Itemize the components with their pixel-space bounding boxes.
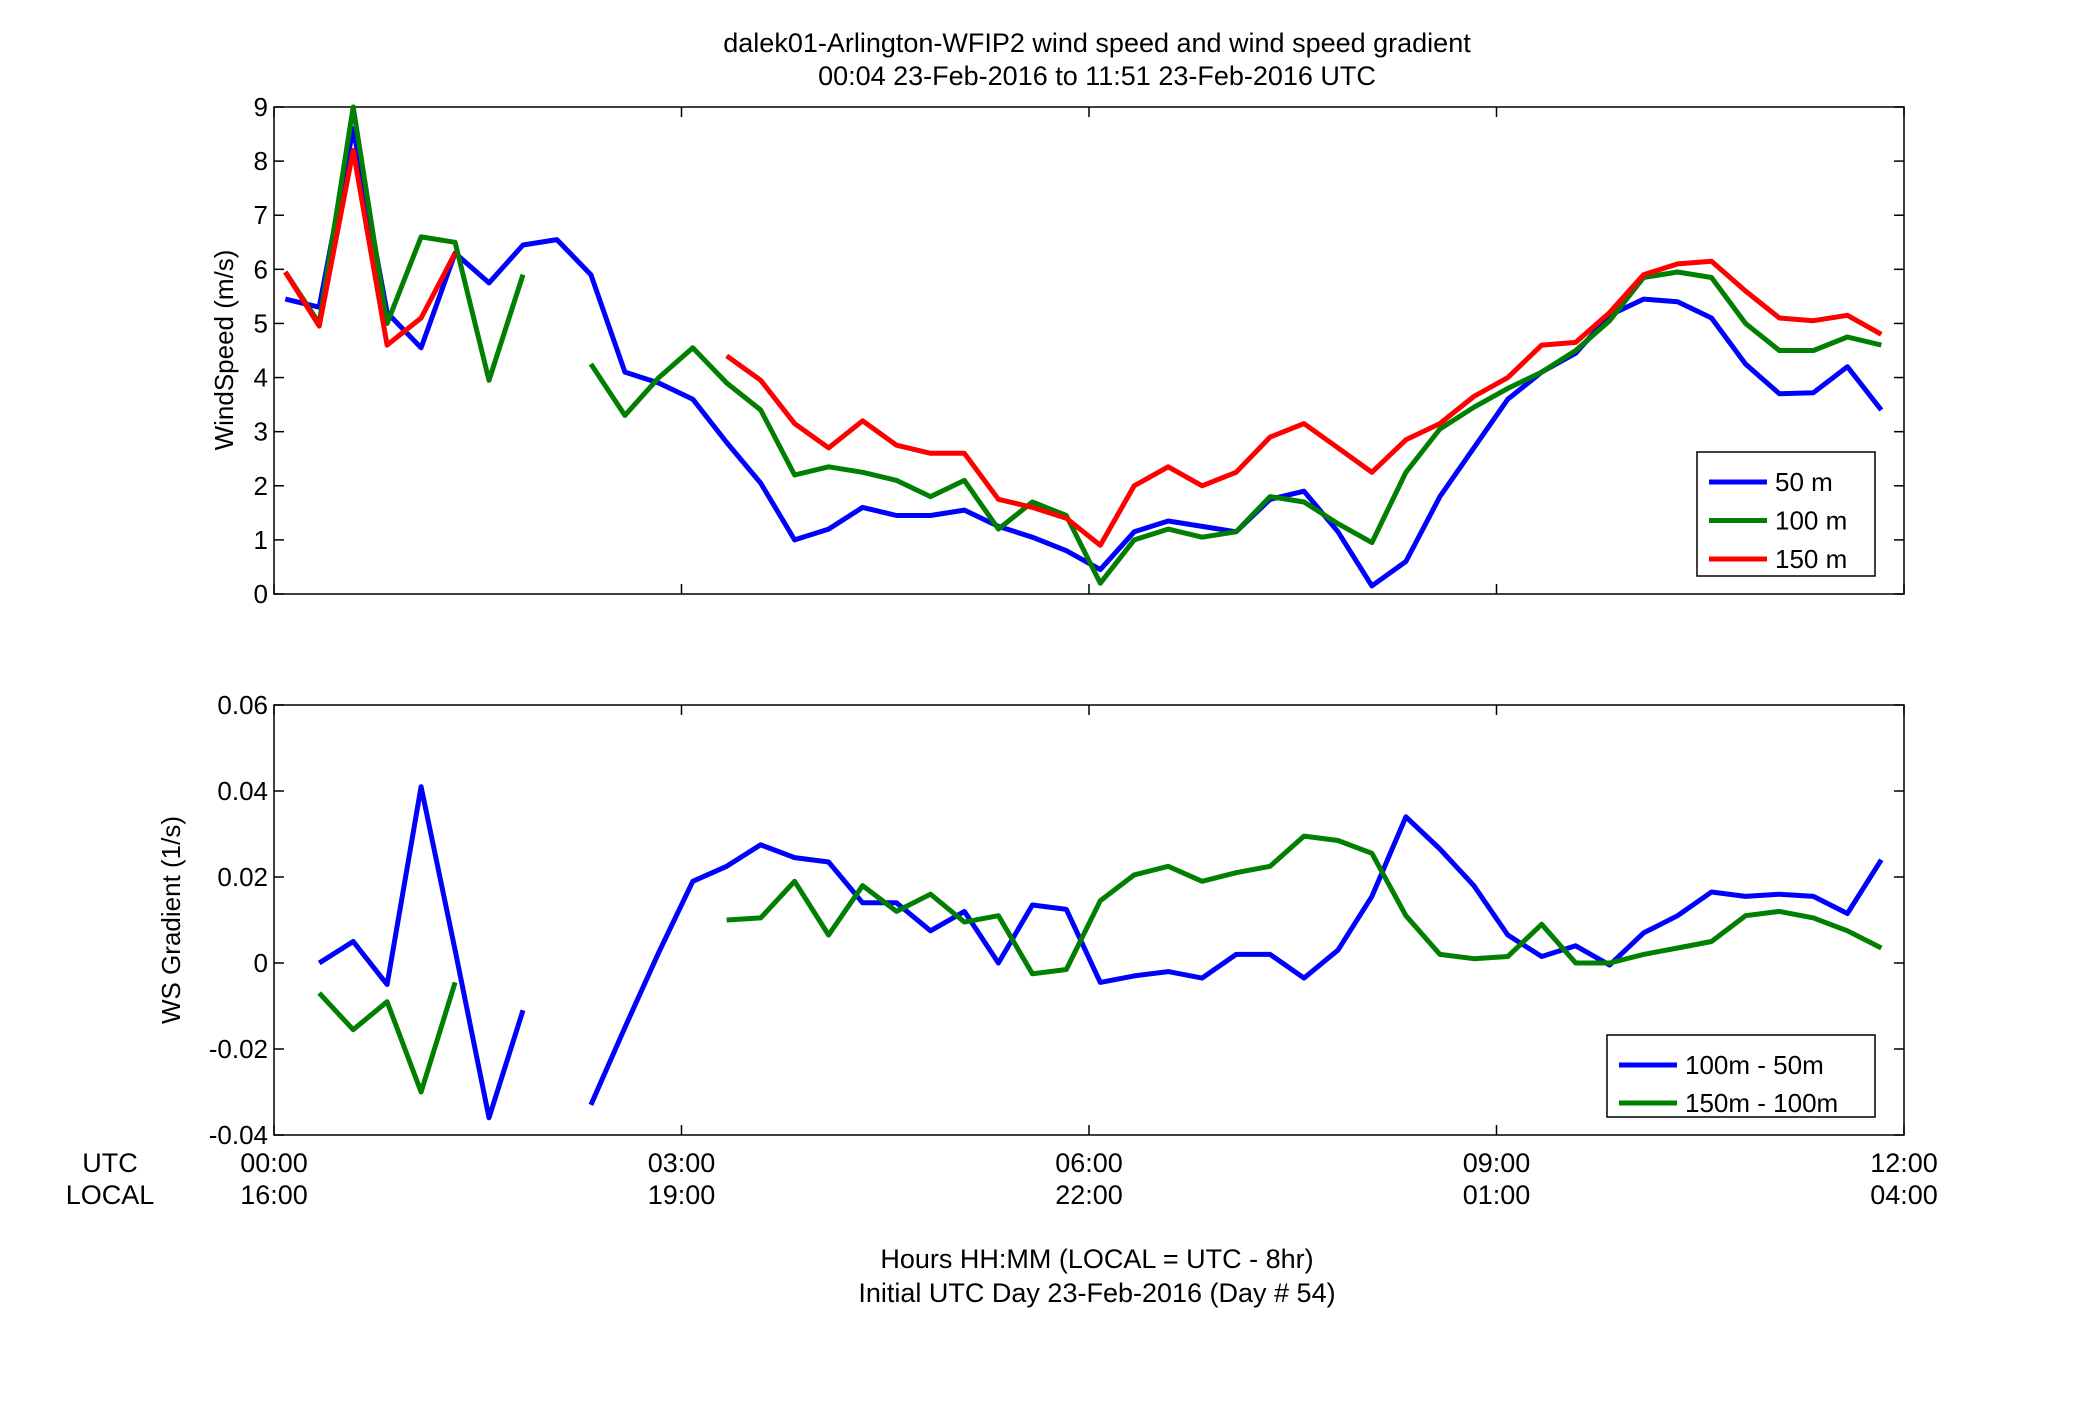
windspeed-series-150-m [283, 147, 1883, 548]
x-tick-label-local: 16:00 [240, 1180, 308, 1210]
windspeed-ytick-label: 5 [254, 308, 268, 338]
windspeed-plot-frame [273, 106, 1905, 595]
chart-title-line1: dalek01-Arlington-WFIP2 wind speed and w… [723, 28, 1471, 58]
gradient-ytick-label: 0.02 [217, 862, 268, 892]
windspeed-y-axis: 0 1 2 3 4 5 6 7 8 9 [254, 92, 1904, 609]
x-tick-label-utc: 06:00 [1055, 1148, 1123, 1178]
windspeed-ytick-label: 9 [254, 92, 268, 122]
utc-row-label: UTC [82, 1148, 138, 1178]
gradient-ytick-label: -0.02 [209, 1034, 268, 1064]
x-tick-label-local: 19:00 [648, 1180, 716, 1210]
x-tick-label-local: 22:00 [1055, 1180, 1123, 1210]
windspeed-x-ticks [273, 107, 1905, 594]
x-tick-label-local: 04:00 [1870, 1180, 1938, 1210]
windspeed-legend-label: 50 m [1775, 467, 1833, 497]
gradient-series-150m-100m [317, 833, 1883, 1095]
gradient-ytick-label: 0.04 [217, 776, 268, 806]
windspeed-ytick-label: 3 [254, 417, 268, 447]
local-row-label: LOCAL [66, 1180, 155, 1210]
chart-title-line2: 00:04 23-Feb-2016 to 11:51 23-Feb-2016 U… [818, 61, 1376, 91]
windspeed-y-label: WindSpeed (m/s) [209, 250, 239, 451]
gradient-ytick-label: -0.04 [209, 1120, 268, 1150]
windspeed-legend-label: 150 m [1775, 544, 1847, 574]
x-tick-label-local: 01:00 [1463, 1180, 1531, 1210]
windspeed-legend: 50 m 100 m 150 m [1696, 451, 1876, 577]
windspeed-series [283, 104, 1884, 589]
x-axis-label-line1: Hours HH:MM (LOCAL = UTC - 8hr) [880, 1244, 1313, 1274]
windspeed-ytick-label: 7 [254, 200, 268, 230]
windspeed-legend-label: 100 m [1775, 506, 1847, 536]
windspeed-legend-box [1696, 451, 1876, 577]
gradient-ytick-label: 0.06 [217, 690, 268, 720]
windspeed-ytick-label: 6 [254, 254, 268, 284]
gradient-legend: 100m - 50m 150m - 100m [1606, 1034, 1876, 1118]
x-tick-label-utc: 09:00 [1463, 1148, 1531, 1178]
x-axis-label-line2: Initial UTC Day 23-Feb-2016 (Day # 54) [858, 1278, 1335, 1308]
gradient-ytick-label: 0 [254, 948, 268, 978]
gradient-y-label: WS Gradient (1/s) [156, 816, 186, 1024]
gradient-legend-label: 100m - 50m [1685, 1050, 1824, 1080]
gradient-y-axis: -0.04 -0.02 0 0.02 0.04 0.06 [209, 690, 1904, 1150]
windspeed-ytick-label: 0 [254, 579, 268, 609]
windspeed-ytick-label: 1 [254, 525, 268, 555]
x-tick-label-utc: 03:00 [648, 1148, 716, 1178]
windspeed-panel: 0 1 2 3 4 5 6 7 8 9 WindSpeed (m/s) 50 m 100 m 150 … [209, 92, 1905, 609]
windspeed-ytick-label: 2 [254, 471, 268, 501]
gradient-series [317, 784, 1884, 1121]
gradient-legend-label: 150m - 100m [1685, 1088, 1838, 1118]
gradient-series-100m-50m [317, 784, 1884, 1121]
windspeed-ytick-label: 4 [254, 363, 268, 393]
x-tick-label-utc: 12:00 [1870, 1148, 1938, 1178]
windspeed-ytick-label: 8 [254, 146, 268, 176]
x-tick-label-utc: 00:00 [240, 1148, 308, 1178]
